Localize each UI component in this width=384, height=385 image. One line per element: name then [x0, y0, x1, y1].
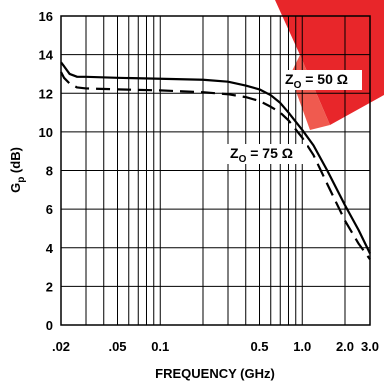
x-tick-label: 2.0	[336, 339, 354, 354]
y-tick-label: 6	[46, 202, 53, 217]
y-axis-title-main: G	[8, 183, 23, 193]
y-tick-label: 2	[46, 279, 53, 294]
y-axis-title-unit: (dB)	[8, 147, 23, 177]
svg-text:ZO = 75 Ω: ZO = 75 Ω	[230, 145, 293, 165]
svg-text:ZO = 50 Ω: ZO = 50 Ω	[285, 71, 348, 91]
x-tick-label: .05	[108, 339, 126, 354]
series-lines	[60, 61, 371, 260]
y-tick-label: 14	[39, 48, 54, 63]
x-tick-label: 3.0	[361, 339, 379, 354]
x-tick-label: 0.1	[151, 339, 169, 354]
y-tick-label: 4	[46, 241, 54, 256]
plot-frame	[60, 15, 371, 326]
annotation-50-ohm: ZO = 50 Ω	[282, 70, 362, 91]
watermark-shape	[275, 0, 384, 125]
y-tick-label: 10	[39, 125, 53, 140]
x-tick-label: 1.0	[293, 339, 311, 354]
annotation-50-rest: = 50 Ω	[301, 71, 348, 87]
annotation-75-sub: O	[239, 154, 247, 165]
grid-lines	[60, 15, 371, 326]
annotation-75-main: Z	[230, 145, 239, 161]
y-axis-title: Gp (dB)	[8, 147, 27, 193]
annotation-50-sub: O	[294, 80, 302, 91]
annotation-75-ohm: ZO = 75 Ω	[227, 144, 307, 165]
y-tick-label: 0	[46, 318, 53, 333]
x-axis-title: FREQUENCY (GHz)	[155, 366, 275, 381]
annotation-75-rest: = 75 Ω	[246, 145, 293, 161]
x-tick-labels: .02 .05 0.1 0.5 1.0 2.0 3.0	[52, 339, 379, 354]
y-tick-label: 16	[39, 9, 53, 24]
y-axis-title-sub: p	[16, 177, 27, 183]
y-tick-labels: 0 2 4 6 8 10 12 14 16	[39, 9, 54, 333]
series-line-50-ohm	[60, 61, 371, 255]
y-tick-label: 8	[46, 164, 53, 179]
y-tick-label: 12	[39, 86, 53, 101]
x-tick-label: 0.5	[250, 339, 268, 354]
annotation-50-main: Z	[285, 71, 294, 87]
series-line-75-ohm	[60, 71, 371, 260]
x-tick-label: .02	[52, 339, 70, 354]
